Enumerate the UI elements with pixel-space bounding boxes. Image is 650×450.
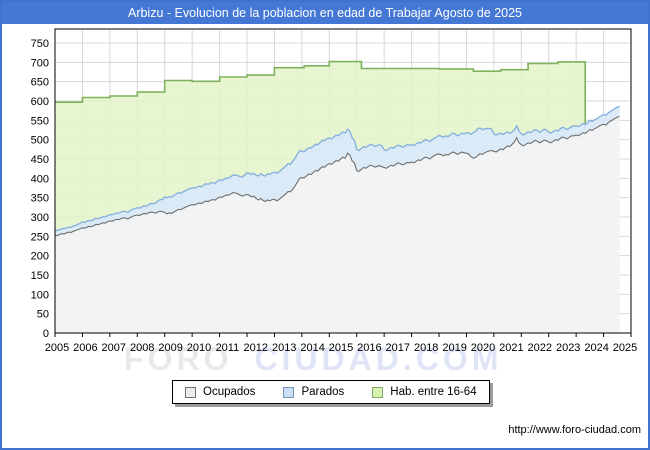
legend-item-ocupados: Ocupados [185, 386, 255, 398]
legend-label-ocupados: Ocupados [203, 386, 256, 398]
svg-text:300: 300 [31, 212, 49, 224]
svg-text:2017: 2017 [386, 342, 410, 354]
svg-text:2021: 2021 [499, 342, 523, 354]
svg-text:50: 50 [37, 309, 49, 321]
legend-item-parados: Parados [283, 386, 344, 398]
svg-text:2023: 2023 [556, 342, 580, 354]
svg-text:2022: 2022 [528, 342, 552, 354]
svg-text:2025: 2025 [613, 342, 637, 354]
legend-label-hab-16-64: Hab. entre 16-64 [390, 386, 477, 398]
svg-text:2024: 2024 [584, 342, 608, 354]
svg-text:2020: 2020 [471, 342, 495, 354]
svg-text:2015: 2015 [329, 342, 353, 354]
parados-swatch-icon [283, 386, 295, 398]
svg-text:500: 500 [31, 135, 49, 147]
svg-text:350: 350 [31, 193, 49, 205]
svg-text:2009: 2009 [158, 342, 182, 354]
watermark-foro: FORO [124, 341, 233, 377]
legend-label-parados: Parados [301, 386, 345, 398]
svg-text:700: 700 [31, 57, 49, 69]
chart-title: Arbizu - Evolucion de la poblacion en ed… [127, 6, 523, 20]
hab-16-64-swatch-icon [372, 386, 384, 398]
svg-text:750: 750 [31, 38, 49, 50]
svg-text:2007: 2007 [102, 342, 126, 354]
legend: Ocupados Parados Hab. entre 16-64 [172, 380, 490, 404]
title-bar: Arbizu - Evolucion de la poblacion en ed… [2, 2, 648, 24]
svg-text:2019: 2019 [442, 342, 466, 354]
svg-text:2012: 2012 [244, 342, 268, 354]
svg-text:450: 450 [31, 154, 49, 166]
svg-text:600: 600 [31, 96, 49, 108]
svg-text:2005: 2005 [45, 342, 69, 354]
svg-text:2010: 2010 [187, 342, 211, 354]
svg-text:2006: 2006 [73, 342, 97, 354]
svg-text:200: 200 [31, 251, 49, 263]
watermark-ciudad: CIUDAD.COM [254, 341, 503, 377]
svg-text:2016: 2016 [357, 342, 381, 354]
svg-text:2018: 2018 [414, 342, 438, 354]
svg-text:100: 100 [31, 289, 49, 301]
legend-item-hab-16-64: Hab. entre 16-64 [372, 386, 477, 398]
source-url: http://www.foro-ciudad.com [508, 424, 641, 436]
svg-text:2011: 2011 [216, 342, 240, 354]
svg-text:250: 250 [31, 231, 49, 243]
ocupados-swatch-icon [185, 386, 196, 398]
svg-text:2014: 2014 [300, 342, 324, 354]
svg-text:650: 650 [31, 77, 49, 89]
watermark: FORO CIUDAD.COM [124, 341, 502, 378]
svg-text:550: 550 [31, 115, 49, 127]
svg-text:2013: 2013 [272, 342, 296, 354]
svg-text:2008: 2008 [130, 342, 154, 354]
svg-text:150: 150 [31, 270, 49, 282]
svg-text:0: 0 [43, 328, 49, 340]
svg-text:400: 400 [31, 173, 49, 185]
